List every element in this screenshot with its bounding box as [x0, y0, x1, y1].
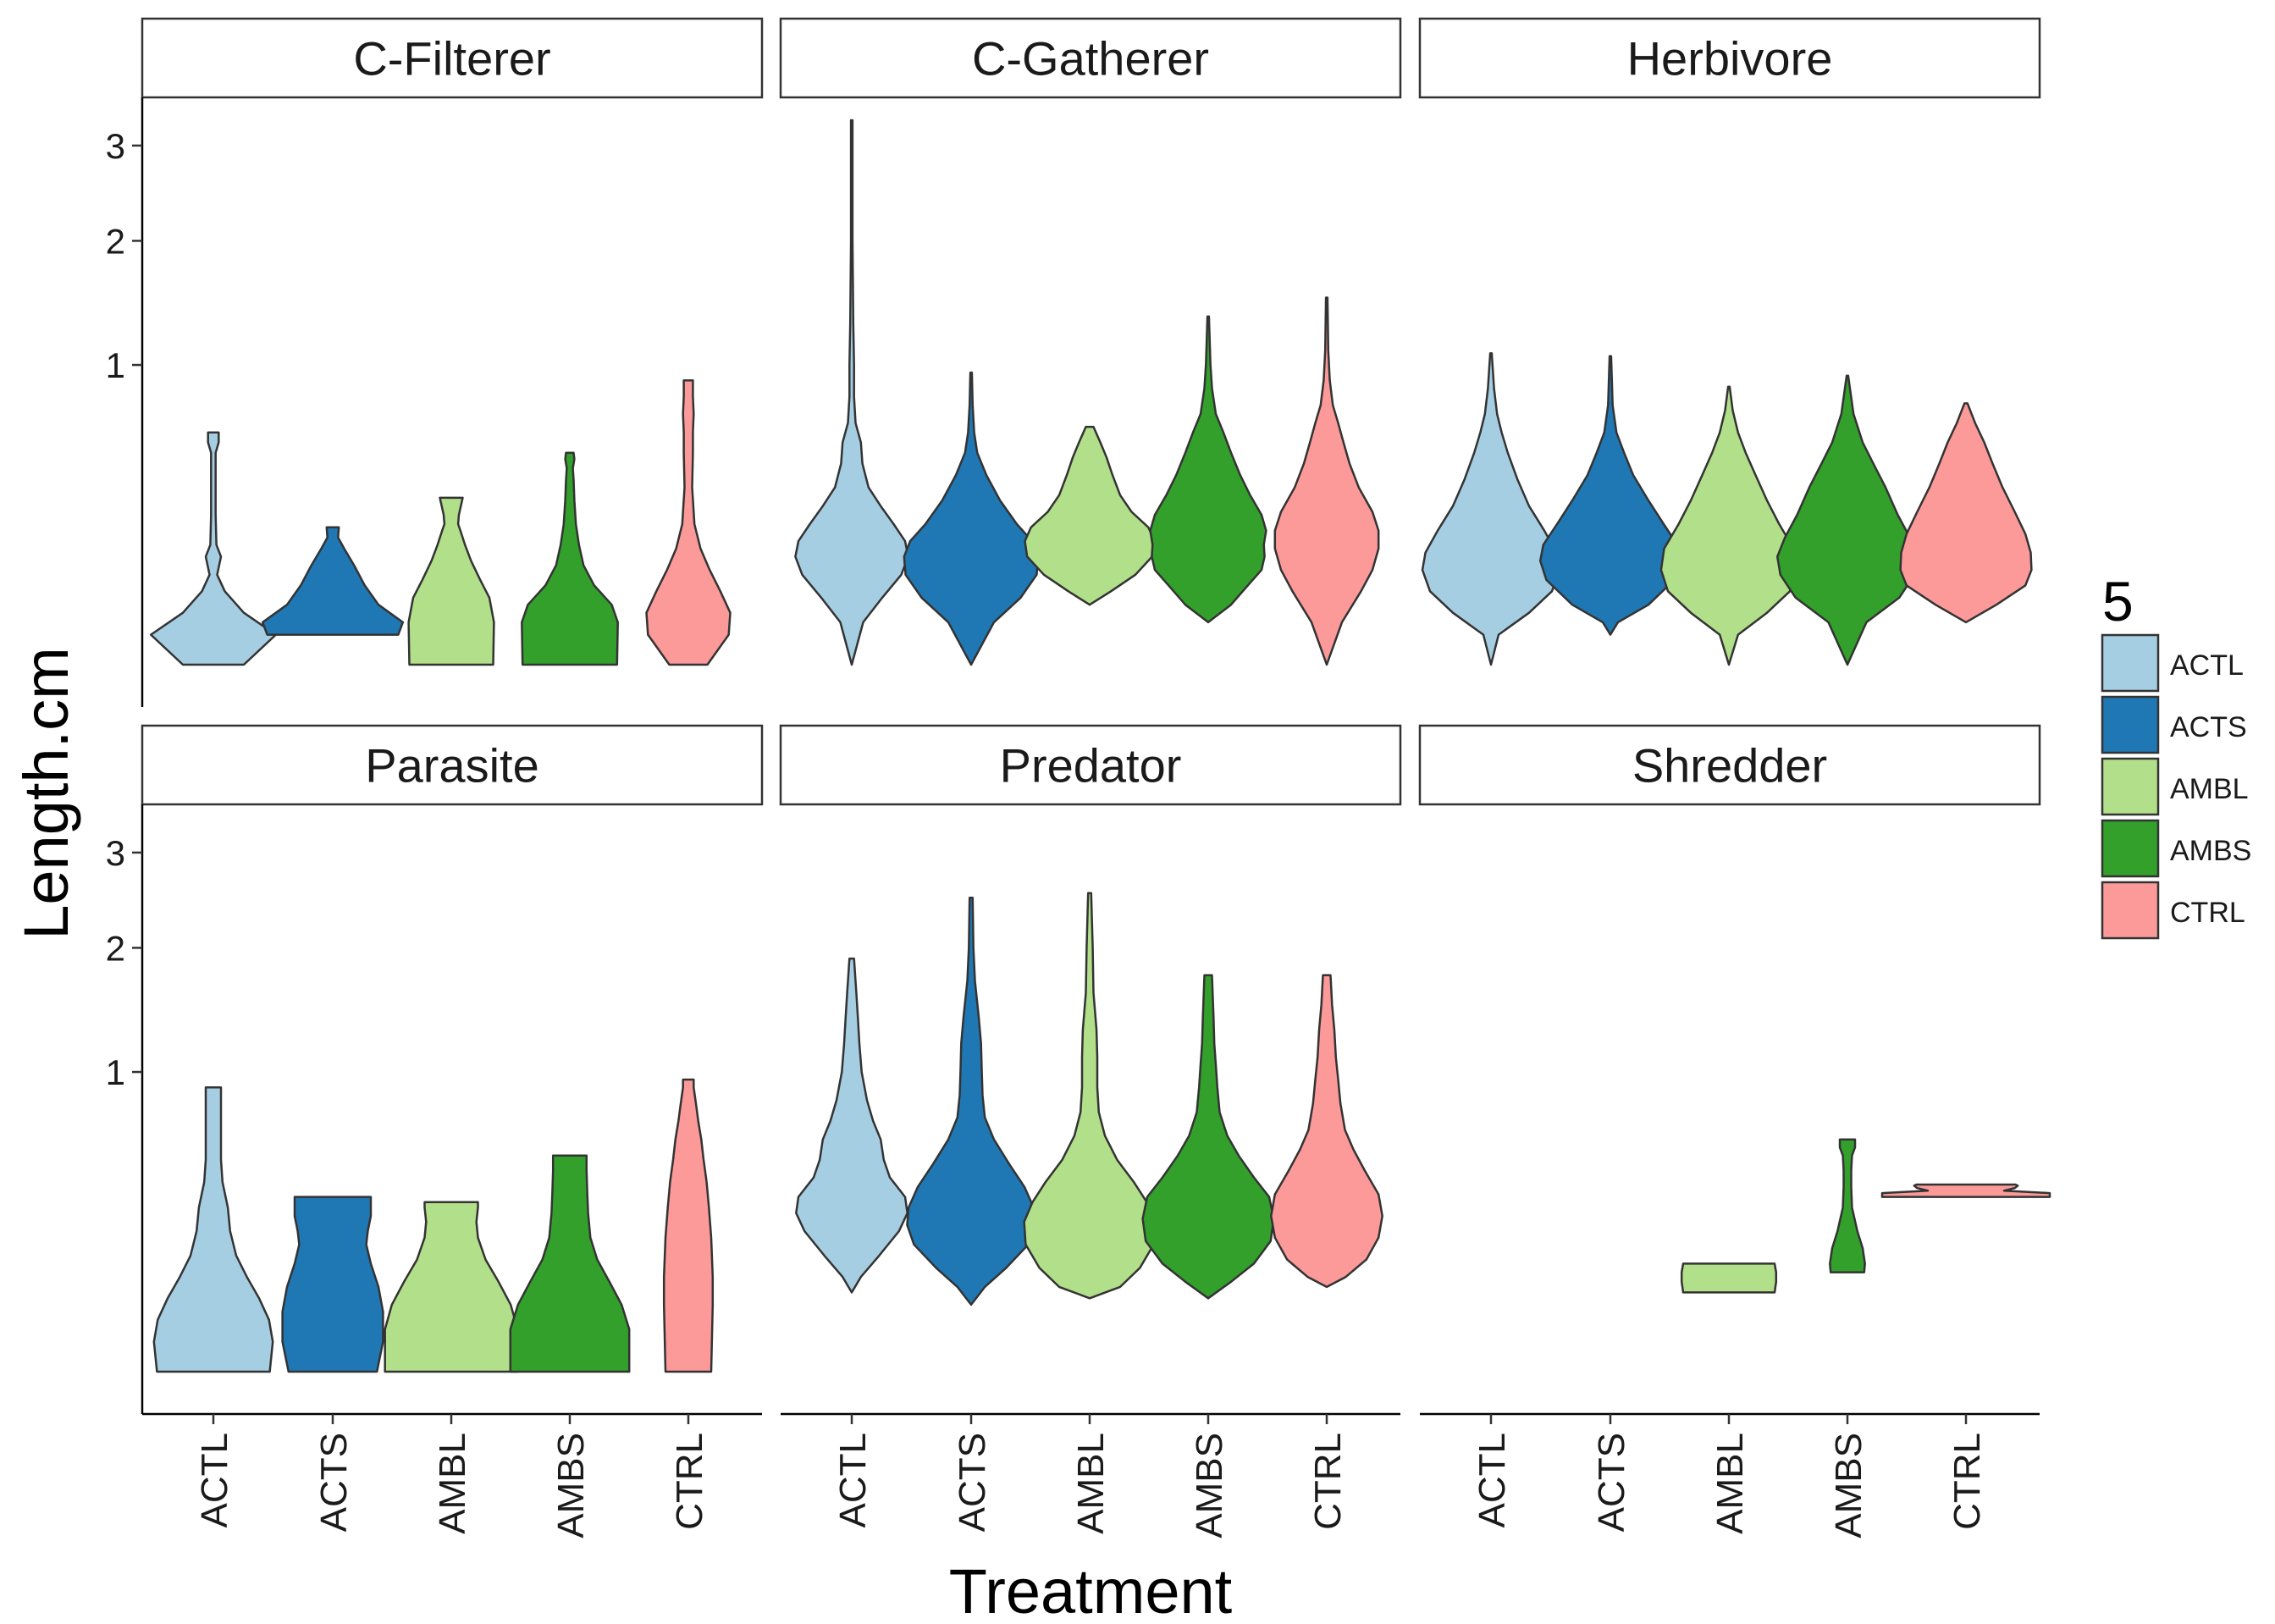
violin-actl: [149, 431, 278, 666]
x-axis-title: Treatment: [949, 1556, 1233, 1624]
panel-predator: Predator: [779, 724, 1402, 1306]
legend-key-ambl: [2101, 757, 2160, 816]
legend-key-ambs: [2101, 819, 2160, 878]
legend-key-actl: [2101, 633, 2160, 693]
x-tick-label: AMBL: [1709, 1433, 1751, 1534]
strip-box: [779, 17, 1402, 99]
violin-ctrl: [1899, 402, 2033, 624]
y-tick-label: 3: [106, 126, 125, 166]
violin-ambs: [1829, 1138, 1866, 1273]
violin-ambl: [384, 1201, 519, 1373]
y-axis-title: Length.cm: [11, 647, 81, 940]
violin-actl: [1421, 351, 1561, 666]
x-axis-shredder: ACTL ACTS AMBL AMBS CTRL: [1420, 1412, 2040, 1538]
violin-ambs: [509, 1154, 631, 1373]
strip-label: Shredder: [1632, 739, 1827, 793]
y-tick-label: 1: [106, 1052, 125, 1092]
x-tick-label: ACTS: [313, 1433, 355, 1532]
violin-acts: [281, 1196, 384, 1373]
panel-shredder: Shredder: [1418, 724, 2051, 1294]
x-axis-parasite: ACTL ACTS AMBL AMBS CTRL: [142, 1412, 762, 1538]
y-axis-row-1: 1 2 3: [106, 97, 144, 707]
violin-ambl: [407, 496, 495, 666]
strip-label: Predator: [1000, 739, 1182, 793]
strip-box: [141, 724, 764, 806]
violin-ctrl: [645, 378, 732, 666]
violin-ctrl: [1270, 974, 1383, 1289]
y-axes: 1 2 3 1 2 3: [106, 97, 144, 1414]
x-tick-label: AMBL: [1070, 1433, 1112, 1534]
violin-ambl: [1024, 425, 1156, 606]
x-tick-label: CTRL: [669, 1433, 710, 1530]
violin-ambl: [1659, 385, 1798, 666]
y-tick-label: 1: [106, 345, 125, 385]
x-axis-predator: ACTL ACTS AMBL AMBS CTRL: [781, 1412, 1400, 1538]
strip-box: [1418, 724, 2041, 806]
violin-acts: [261, 526, 405, 636]
x-tick-label: AMBS: [1828, 1433, 1869, 1538]
x-axes: ACTL ACTS AMBL AMBS CTRL ACTL ACTS AMBL AMBS CTRL…: [142, 1412, 2040, 1538]
strip-box: [779, 724, 1402, 806]
strip-box: [1418, 17, 2041, 99]
x-tick-label: AMBS: [1189, 1433, 1230, 1538]
panel-c-filterer: C-Filterer: [141, 17, 764, 666]
x-tick-label: ACTL: [1472, 1433, 1513, 1527]
strip-box: [141, 17, 764, 99]
x-tick-label: ACTS: [1591, 1433, 1632, 1532]
legend: 5 ACTL ACTS AMBL AMBS CTRL: [2101, 570, 2251, 940]
violin-ambs: [521, 451, 619, 666]
violin-ctrl: [1880, 1183, 2051, 1198]
x-tick-label: ACTL: [194, 1433, 235, 1527]
legend-label: ACTS: [2170, 711, 2247, 743]
panel-parasite: Parasite: [141, 724, 764, 1373]
violin-ambl: [1680, 1262, 1778, 1294]
violin-acts: [906, 897, 1036, 1306]
legend-label: CTRL: [2170, 897, 2245, 929]
y-tick-label: 3: [106, 833, 125, 873]
violin-ctrl: [662, 1078, 715, 1373]
legend-label: AMBS: [2170, 835, 2251, 867]
violin-actl: [794, 119, 909, 666]
panel-c-gatherer: C-Gatherer: [779, 17, 1402, 666]
violin-ambs: [1141, 974, 1275, 1300]
violin-actl: [152, 1085, 274, 1373]
x-tick-label: ACTS: [952, 1433, 993, 1532]
legend-label: ACTL: [2170, 649, 2244, 682]
violin-ctrl: [1273, 296, 1380, 666]
strip-label: C-Gatherer: [972, 32, 1209, 86]
strip-label: C-Filterer: [353, 32, 550, 86]
y-tick-label: 2: [106, 221, 125, 261]
legend-label: AMBL: [2170, 773, 2249, 805]
violin-ambl: [1023, 892, 1157, 1300]
strip-label: Parasite: [365, 739, 538, 793]
x-tick-label: AMBL: [432, 1433, 473, 1534]
legend-key-ctrl: [2101, 881, 2160, 940]
violin-acts: [1538, 355, 1682, 636]
violin-actl: [795, 957, 908, 1294]
x-tick-label: CTRL: [1307, 1433, 1349, 1530]
facet-panels: C-Filterer C-Gatherer Herbivore Parasite Pre…: [141, 17, 2051, 1373]
panel-herbivore: Herbivore: [1418, 17, 2041, 666]
legend-key-acts: [2101, 695, 2160, 754]
x-tick-label: AMBS: [550, 1433, 592, 1538]
violin-ambs: [1149, 315, 1267, 624]
y-tick-label: 2: [106, 928, 125, 968]
violin-acts: [903, 371, 1040, 666]
legend-title: 5: [2102, 570, 2134, 632]
strip-label: Herbivore: [1627, 32, 1833, 86]
violin-ambs: [1775, 374, 1919, 666]
y-axis-row-2: 1 2 3: [106, 804, 144, 1414]
x-tick-label: CTRL: [1946, 1433, 1988, 1530]
x-tick-label: ACTL: [832, 1433, 874, 1527]
